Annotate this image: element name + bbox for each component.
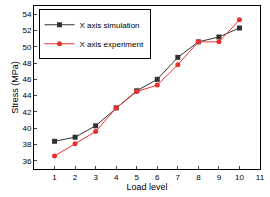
svg-text:4: 4 [114,173,119,182]
svg-text:48: 48 [22,59,31,68]
svg-text:Load level: Load level [126,182,167,192]
svg-text:1: 1 [52,173,57,182]
svg-text:6: 6 [155,173,160,182]
svg-text:X axis simulation: X axis simulation [80,21,140,30]
svg-text:7: 7 [176,173,181,182]
svg-text:46: 46 [22,75,31,84]
svg-text:44: 44 [22,91,31,100]
svg-text:3: 3 [93,173,98,182]
svg-text:X axis experiment: X axis experiment [80,40,144,49]
svg-text:38: 38 [22,140,31,149]
svg-text:10: 10 [235,173,244,182]
svg-text:2: 2 [73,173,78,182]
svg-text:9: 9 [217,173,222,182]
svg-text:Stress (MPa): Stress (MPa) [10,61,20,114]
svg-text:40: 40 [22,124,31,133]
svg-text:5: 5 [135,173,140,182]
svg-text:8: 8 [196,173,201,182]
svg-text:36: 36 [22,157,31,166]
svg-text:50: 50 [22,43,31,52]
svg-text:52: 52 [22,26,31,35]
svg-text:42: 42 [22,108,31,117]
svg-text:54: 54 [22,10,31,19]
svg-text:11: 11 [256,173,265,182]
